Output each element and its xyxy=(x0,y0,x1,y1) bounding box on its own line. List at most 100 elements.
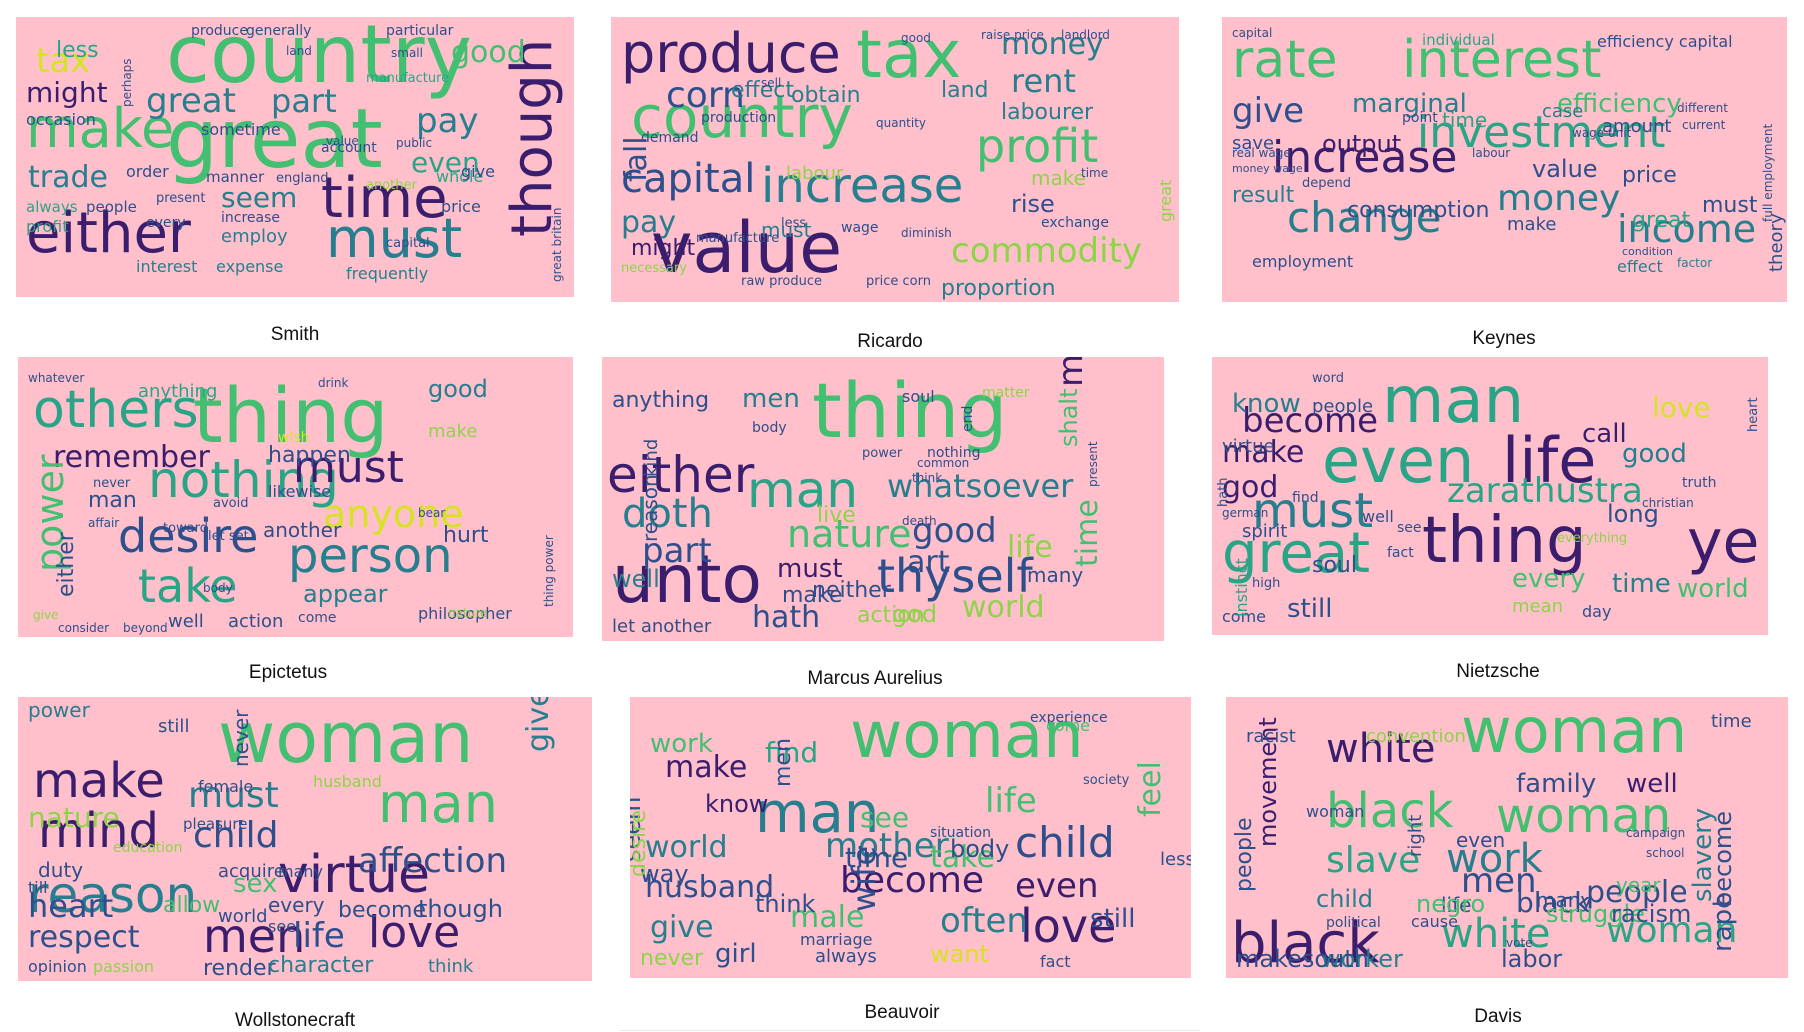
cloud-word: affection xyxy=(358,841,507,881)
cloud-word: nothing xyxy=(148,451,339,509)
cloud-word: till xyxy=(28,878,48,897)
cloud-word: god xyxy=(892,600,937,628)
cloud-word: let another xyxy=(612,616,712,637)
cloud-word: different xyxy=(1677,101,1728,115)
cloud-word: movement xyxy=(1254,717,1282,847)
cloud-word: even xyxy=(411,146,480,179)
cloud-word: part xyxy=(642,531,712,571)
cloud-word: thyself xyxy=(877,549,1034,603)
cloud-word: others xyxy=(33,380,199,440)
cloud-word: consider xyxy=(58,621,109,635)
cloud-word: whatever xyxy=(28,371,84,385)
cloud-word: still xyxy=(1090,904,1135,934)
cloud-word: result xyxy=(1232,183,1295,208)
cloud-word: instinct xyxy=(1232,558,1251,617)
cloud-word: truth xyxy=(1682,475,1716,491)
cloud-word: husband xyxy=(313,772,382,791)
cloud-word: less xyxy=(781,216,806,231)
cloud-word: effect xyxy=(731,78,794,103)
cloud-word: matter xyxy=(982,385,1030,401)
cloud-word: efficiency xyxy=(1557,89,1682,119)
cloud-word: good xyxy=(901,31,931,45)
cloud-word: point xyxy=(1402,110,1438,126)
cloud-word: power xyxy=(862,446,903,461)
cloud-word: price xyxy=(441,197,481,216)
cloud-word: worker xyxy=(1321,945,1403,973)
cloud-word: zarathustra xyxy=(1447,471,1643,511)
cloud-word: must xyxy=(1252,483,1373,539)
cloud-word: make xyxy=(1222,435,1304,470)
cloud-word: woman xyxy=(1461,697,1687,767)
cloud-word: racist xyxy=(1246,726,1296,747)
cloud-word: though xyxy=(418,895,503,923)
cloud-word: see xyxy=(860,801,909,834)
cloud-word: make xyxy=(1507,214,1556,235)
cloud-word: theory xyxy=(1766,213,1787,272)
cloud-word: hath xyxy=(752,600,820,635)
cloud-word: mind xyxy=(1051,357,1091,387)
cloud-word: likewise xyxy=(268,482,331,501)
cloud-word: christian xyxy=(1642,496,1694,510)
cloud-word: particular xyxy=(386,23,454,39)
cloud-word: price corn xyxy=(866,274,931,289)
cloud-word: love xyxy=(1020,899,1116,953)
cloud-word: seem xyxy=(221,181,297,214)
cloud-word: perhaps xyxy=(120,58,134,107)
cloud-word: great xyxy=(1222,521,1370,586)
cloud-word: many xyxy=(1536,888,1592,912)
cloud-word: save xyxy=(1232,133,1274,154)
caption-smith: Smith xyxy=(270,324,320,345)
cloud-word: allow xyxy=(163,893,220,918)
cloud-word: labor xyxy=(1501,945,1562,973)
cloud-word: fact xyxy=(1040,952,1071,971)
cloud-word: rent xyxy=(1011,62,1076,100)
cloud-word: still xyxy=(158,716,189,737)
cloud-word: everything xyxy=(1557,531,1627,546)
cloud-word: black xyxy=(1326,783,1454,839)
cloud-word: tax xyxy=(36,41,90,81)
cloud-word: desire xyxy=(118,509,258,563)
cloud-word: frequently xyxy=(346,264,428,283)
cloud-word: wage unit xyxy=(1572,126,1632,140)
cloud-word: life xyxy=(1441,893,1471,917)
cloud-word: take xyxy=(138,559,238,613)
caption-wollstonecraft: Wollstonecraft xyxy=(234,1010,356,1031)
cloud-word: give xyxy=(650,910,714,945)
cloud-word: well xyxy=(1362,507,1394,526)
cloud-word: depend xyxy=(1302,176,1351,191)
cloud-word: wage xyxy=(841,220,879,236)
cloud-word: interest xyxy=(1402,30,1602,90)
caption-beauvoir: Beauvoir xyxy=(864,1002,940,1023)
cloud-word: even xyxy=(1322,424,1474,497)
cloud-word: value xyxy=(326,134,359,148)
cloud-word: sex xyxy=(233,869,277,899)
cloud-word: heart xyxy=(1746,397,1761,432)
cloud-word: necessary xyxy=(621,261,687,276)
cloud-word: money wage xyxy=(1232,162,1303,175)
cloud-word: output xyxy=(1322,130,1401,158)
cloud-word: expense xyxy=(216,257,283,276)
word-cloud-nietzsche: man even life thing great ye must zarathustra be… xyxy=(1212,357,1768,635)
cloud-word: long xyxy=(1607,500,1659,528)
cloud-word: time xyxy=(1081,166,1108,180)
cloud-word: respect xyxy=(28,920,140,955)
cloud-word: country xyxy=(631,83,853,151)
cloud-word: great xyxy=(166,92,383,187)
cloud-word: reason xyxy=(638,474,662,542)
cloud-word: many xyxy=(278,862,323,881)
cloud-word: country xyxy=(166,17,472,101)
cloud-word: experience xyxy=(1030,710,1108,726)
cloud-word: mean xyxy=(1512,596,1563,617)
cloud-word: rise xyxy=(1011,190,1055,218)
cloud-word: increase xyxy=(1272,132,1457,183)
cloud-word: affair xyxy=(88,516,119,530)
cloud-word: vote xyxy=(1506,936,1533,950)
cloud-word: nothing xyxy=(927,445,980,461)
cloud-word: opinion xyxy=(28,957,87,976)
cloud-word: demand xyxy=(641,130,698,146)
cloud-word: find xyxy=(1292,490,1319,506)
